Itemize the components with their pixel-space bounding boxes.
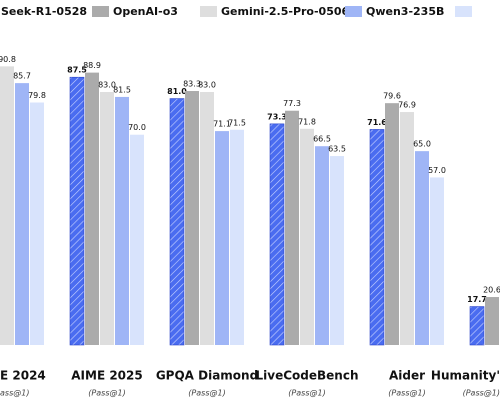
x-tick-sublabel: (Pass@1) <box>188 389 225 398</box>
value-label: 81.5 <box>113 85 131 94</box>
bar <box>415 151 429 345</box>
legend-label: OpenAI-o3 <box>113 5 178 18</box>
value-label: 79.8 <box>28 91 46 100</box>
bar <box>169 98 185 346</box>
bar <box>0 66 14 345</box>
value-label: 83.0 <box>198 81 216 90</box>
value-label: 71.6 <box>367 118 387 127</box>
bar <box>200 92 214 345</box>
value-label: 87.5 <box>67 66 87 75</box>
bar <box>485 297 499 345</box>
bar <box>269 123 285 346</box>
bar <box>300 128 314 345</box>
bar <box>30 102 44 345</box>
bar <box>115 96 129 345</box>
value-label: 71.1 <box>213 120 231 129</box>
value-label: 83.0 <box>98 81 116 90</box>
value-label: 85.7 <box>13 72 31 81</box>
x-tick-label: Aider <box>389 369 425 383</box>
value-label: 79.6 <box>383 92 401 101</box>
value-label: 65.0 <box>413 140 431 149</box>
x-tick-label: Humanity' <box>431 369 500 383</box>
bar <box>215 131 229 345</box>
x-tick-label: E 2024 <box>0 369 46 383</box>
bar <box>430 177 444 345</box>
x-tick-sublabel: ass@1) <box>0 389 29 398</box>
value-label: 57.0 <box>428 166 446 175</box>
bar <box>469 306 485 346</box>
value-label: 73.3 <box>267 112 287 121</box>
value-label: 76.9 <box>398 101 416 110</box>
value-label: 88.9 <box>83 61 101 70</box>
x-tick-label: AIME 2025 <box>71 369 142 383</box>
value-label: 77.3 <box>283 99 301 108</box>
x-tick-label: GPQA Diamond <box>156 369 258 383</box>
legend-swatch <box>200 6 217 17</box>
x-tick-sublabel: (Pass@1) <box>388 389 425 398</box>
legend-label: Gemini-2.5-Pro-0506 <box>221 5 350 18</box>
value-label: 83.3 <box>183 80 201 89</box>
value-label: 70.0 <box>128 123 146 132</box>
legend-swatch <box>455 6 472 17</box>
bar <box>285 110 299 345</box>
value-label: 71.8 <box>298 117 316 126</box>
legend-swatch <box>345 6 362 17</box>
bar <box>369 129 385 346</box>
value-label: 90.8 <box>0 55 16 64</box>
bar <box>315 146 329 345</box>
bar <box>185 91 199 345</box>
bar <box>69 76 85 346</box>
legend-label: Seek-R1-0528 <box>1 5 87 18</box>
legend-swatch <box>92 6 109 17</box>
x-tick-sublabel: (Pass@1) <box>463 389 500 398</box>
value-label: 20.6 <box>483 286 500 295</box>
value-label: 81.0 <box>167 87 187 96</box>
bar <box>85 72 99 345</box>
x-tick-label: LiveCodeBench <box>256 369 359 383</box>
bar <box>15 83 29 345</box>
legend-label: Qwen3-235B <box>366 5 444 18</box>
bar <box>400 112 414 346</box>
bar <box>100 92 114 345</box>
value-label: 66.5 <box>313 135 331 144</box>
bar <box>385 103 399 346</box>
value-label: 63.5 <box>328 145 346 154</box>
value-label: 17.7 <box>467 295 487 304</box>
x-tick-sublabel: (Pass@1) <box>288 389 325 398</box>
bar <box>330 156 344 345</box>
bar <box>130 134 144 345</box>
x-tick-sublabel: (Pass@1) <box>88 389 125 398</box>
bar <box>230 129 244 345</box>
value-label: 71.5 <box>228 118 246 127</box>
